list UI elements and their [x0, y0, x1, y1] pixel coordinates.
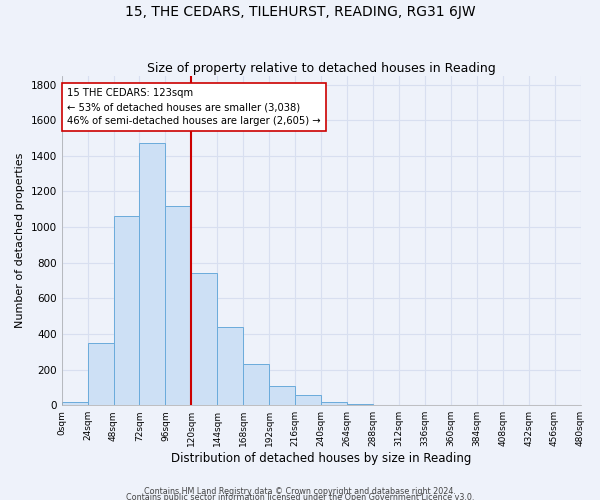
Bar: [269, 386, 295, 405]
Text: 15 THE CEDARS: 123sqm
← 53% of detached houses are smaller (3,038)
46% of semi-d: 15 THE CEDARS: 123sqm ← 53% of detached …: [67, 88, 320, 126]
Text: 15, THE CEDARS, TILEHURST, READING, RG31 6JW: 15, THE CEDARS, TILEHURST, READING, RG31…: [125, 5, 475, 19]
X-axis label: Distribution of detached houses by size in Reading: Distribution of detached houses by size …: [171, 452, 471, 465]
Text: Contains HM Land Registry data © Crown copyright and database right 2024.: Contains HM Land Registry data © Crown c…: [144, 486, 456, 496]
Title: Size of property relative to detached houses in Reading: Size of property relative to detached ho…: [147, 62, 496, 74]
Bar: [166, 206, 191, 405]
Bar: [191, 274, 217, 405]
Bar: [347, 404, 373, 405]
Y-axis label: Number of detached properties: Number of detached properties: [15, 153, 25, 328]
Bar: [243, 364, 269, 405]
Bar: [113, 216, 139, 405]
Text: Contains public sector information licensed under the Open Government Licence v3: Contains public sector information licen…: [126, 492, 474, 500]
Bar: [88, 343, 113, 405]
Bar: [295, 396, 321, 405]
Bar: [321, 402, 347, 405]
Bar: [217, 327, 243, 405]
Bar: [139, 144, 166, 405]
Bar: [62, 402, 88, 405]
